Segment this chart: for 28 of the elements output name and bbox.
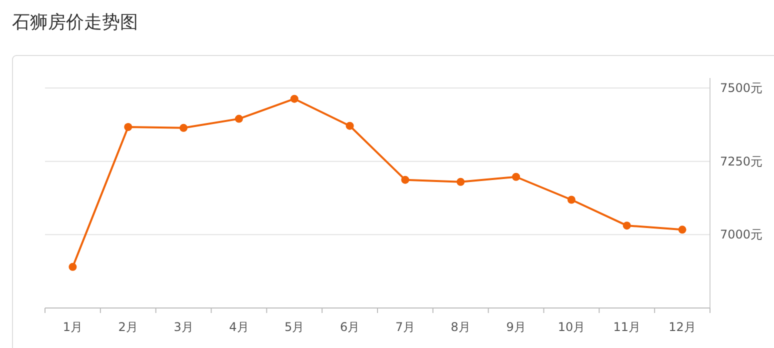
x-tick-label: 7月 bbox=[395, 320, 416, 334]
y-tick-label: 7250元 bbox=[720, 154, 763, 168]
x-tick-label: 8月 bbox=[450, 320, 470, 334]
x-tick-label: 10月 bbox=[558, 320, 586, 334]
point bbox=[234, 114, 243, 123]
point bbox=[512, 172, 520, 181]
x-tick-label: 11月 bbox=[613, 320, 641, 334]
point bbox=[68, 262, 77, 271]
x-tick-label: 6月 bbox=[340, 320, 360, 334]
point bbox=[180, 124, 188, 132]
x-tick-label: 3月 bbox=[174, 320, 194, 334]
point bbox=[622, 222, 631, 230]
x-tick-label: 1月 bbox=[62, 320, 83, 334]
point bbox=[290, 94, 298, 103]
point bbox=[346, 122, 354, 130]
y-tick-label: 7000元 bbox=[720, 228, 763, 242]
x-tick-label: 9月 bbox=[506, 320, 526, 334]
x-tick-label: 12月 bbox=[668, 320, 696, 334]
point bbox=[678, 226, 686, 234]
chart-title: 石狮房价走势图 bbox=[12, 12, 138, 33]
x-tick-label: 5月 bbox=[284, 320, 304, 334]
point bbox=[124, 123, 132, 132]
point bbox=[456, 178, 465, 186]
x-tick-label: 4月 bbox=[229, 320, 249, 334]
x-tick-label: 2月 bbox=[118, 320, 138, 334]
point bbox=[401, 176, 410, 184]
point bbox=[567, 196, 576, 204]
y-tick-label: 7500元 bbox=[720, 81, 763, 95]
